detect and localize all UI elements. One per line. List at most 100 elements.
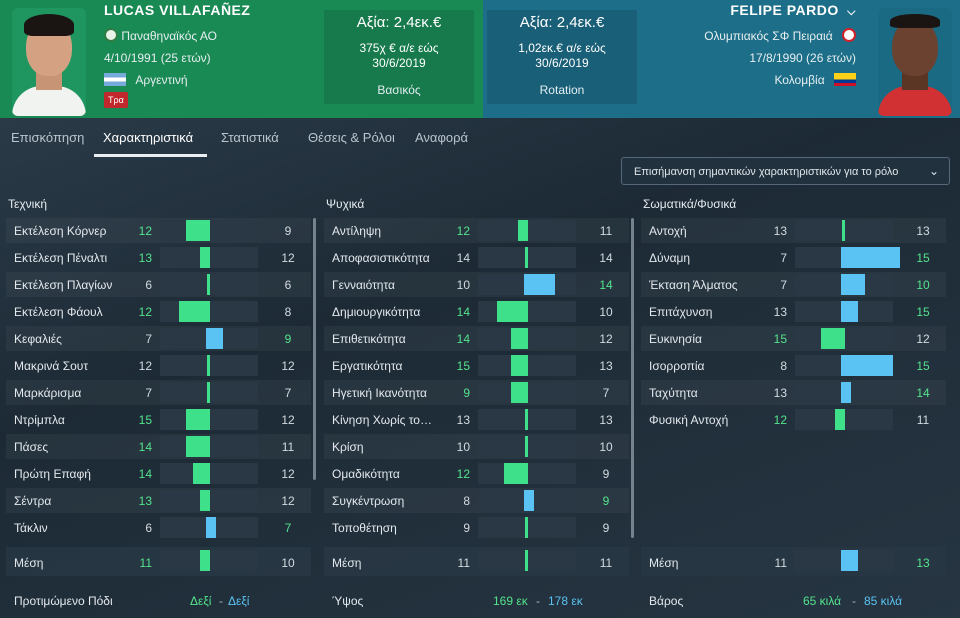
attribute-name[interactable]: Συγκέντρωση	[332, 494, 405, 508]
attribute-name[interactable]: Εκτέλεση Πέναλτι	[14, 251, 108, 265]
separator: -	[852, 594, 856, 608]
attribute-row[interactable]: Αντίληψη 12 11	[324, 218, 629, 245]
attribute-name[interactable]: Φυσική Αντοχή	[649, 413, 729, 427]
attribute-row[interactable]: Επιτάχυνση 13 15	[641, 299, 946, 326]
preferred-foot-right: Δεξί	[228, 594, 250, 608]
tab-bar: Επισκόπηση Χαρακτηριστικά Στατιστικά Θέσ…	[0, 118, 960, 157]
attribute-row[interactable]: Εκτέλεση Φάουλ 12 8	[6, 299, 311, 326]
attribute-row[interactable]: Επιθετικότητα 14 12	[324, 326, 629, 353]
attribute-name[interactable]: Αντίληψη	[332, 224, 382, 238]
tab-overview[interactable]: Επισκόπηση	[11, 130, 85, 145]
attribute-name[interactable]: Σέντρα	[14, 494, 52, 508]
left-player-value: 12	[138, 305, 152, 319]
attribute-row[interactable]: Ηγετική Ικανότητα 9 7	[324, 380, 629, 407]
attribute-name[interactable]: Τάκλιν	[14, 521, 48, 535]
attribute-row[interactable]: Αποφασιστικότητα 14 14	[324, 245, 629, 272]
right-player-nation[interactable]: Κολομβία	[774, 73, 856, 87]
attribute-row[interactable]: Εκτέλεση Κόρνερ 12 9	[6, 218, 311, 245]
attribute-row[interactable]: Κρίση 10 10	[324, 434, 629, 461]
right-player-value: 12	[916, 332, 930, 346]
left-club-name[interactable]: Παναθηναϊκός ΑΟ	[121, 29, 217, 43]
attribute-name[interactable]: Έκταση Άλματος	[649, 278, 738, 292]
attribute-row[interactable]: Αντοχή 13 13	[641, 218, 946, 245]
attribute-name[interactable]: Κρίση	[332, 440, 364, 454]
attribute-name[interactable]: Πρώτη Επαφή	[14, 467, 91, 481]
chevron-down-icon[interactable]: ⌵	[847, 6, 856, 18]
attribute-row[interactable]: Κεφαλιές 7 9	[6, 326, 311, 353]
attribute-name[interactable]: Γενναιότητα	[332, 278, 395, 292]
attribute-name[interactable]: Δημιουργικότητα	[332, 305, 421, 319]
right-player-name-text[interactable]: FELIPE PARDO	[730, 2, 839, 18]
right-player-value: 10	[916, 278, 930, 292]
attribute-row[interactable]: Πάσες 14 11	[6, 434, 311, 461]
right-player-value: 15	[916, 251, 930, 265]
comparison-bar	[795, 550, 893, 571]
attribute-row[interactable]: Ευκινησία 15 12	[641, 326, 946, 353]
attribute-name[interactable]: Μακρινά Σουτ	[14, 359, 89, 373]
right-player-value: 9	[284, 224, 292, 238]
left-advantage-fill	[200, 550, 210, 571]
attribute-name[interactable]: Επιτάχυνση	[649, 305, 713, 319]
highlight-role-attributes-dropdown[interactable]: Επισήμανση σημαντικών χαρακτηριστικών γι…	[621, 157, 950, 185]
attribute-row[interactable]: Σέντρα 13 12	[6, 488, 311, 515]
attribute-row[interactable]: Κίνηση Χωρίς το Βόλι 13 13	[324, 407, 629, 434]
right-player-photo	[878, 8, 952, 116]
attribute-row[interactable]: Τοποθέτηση 9 9	[324, 515, 629, 542]
right-player-value: 10	[599, 440, 613, 454]
attribute-row[interactable]: Ομαδικότητα 12 9	[324, 461, 629, 488]
attribute-row[interactable]: Ντρίμπλα 15 12	[6, 407, 311, 434]
attribute-row[interactable]: Γενναιότητα 10 14	[324, 272, 629, 299]
attribute-row[interactable]: Ισορροπία 8 15	[641, 353, 946, 380]
attribute-name[interactable]: Πάσες	[14, 440, 49, 454]
attribute-name[interactable]: Ομαδικότητα	[332, 467, 400, 481]
attribute-row[interactable]: Εκτέλεση Πέναλτι 13 12	[6, 245, 311, 272]
attribute-row[interactable]: Συγκέντρωση 8 9	[324, 488, 629, 515]
attribute-row[interactable]: Δύναμη 7 15	[641, 245, 946, 272]
attribute-name[interactable]: Εκτέλεση Πλαγίων	[14, 278, 113, 292]
attribute-name[interactable]: Εκτέλεση Φάουλ	[14, 305, 103, 319]
attribute-name[interactable]: Αντοχή	[649, 224, 687, 238]
mental-scrollbar[interactable]	[631, 218, 634, 538]
attribute-name[interactable]: Εργατικότητα	[332, 359, 403, 373]
physical-average-row: Μέση 11 13	[641, 547, 946, 576]
attribute-row[interactable]: Μακρινά Σουτ 12 12	[6, 353, 311, 380]
attribute-name[interactable]: Ευκινησία	[649, 332, 702, 346]
tab-positions-roles[interactable]: Θέσεις & Ρόλοι	[308, 130, 395, 145]
technical-scrollbar[interactable]	[313, 218, 316, 480]
attribute-row[interactable]: Έκταση Άλματος 7 10	[641, 272, 946, 299]
attribute-name[interactable]: Ισορροπία	[649, 359, 705, 373]
attribute-row[interactable]: Μαρκάρισμα 7 7	[6, 380, 311, 407]
tab-statistics[interactable]: Στατιστικά	[221, 130, 279, 145]
preferred-foot-label: Προτιμώμενο Πόδι	[14, 594, 113, 608]
attribute-row[interactable]: Φυσική Αντοχή 12 11	[641, 407, 946, 434]
tab-attributes[interactable]: Χαρακτηριστικά	[103, 130, 194, 145]
attribute-name[interactable]: Ντρίμπλα	[14, 413, 65, 427]
attribute-name[interactable]: Επιθετικότητα	[332, 332, 406, 346]
attribute-name[interactable]: Ηγετική Ικανότητα	[332, 386, 427, 400]
tab-report[interactable]: Αναφορά	[415, 130, 469, 145]
attribute-name[interactable]: Τοποθέτηση	[332, 521, 397, 535]
comparison-bar	[478, 247, 576, 268]
attribute-name[interactable]: Εκτέλεση Κόρνερ	[14, 224, 107, 238]
attribute-name[interactable]: Ταχύτητα	[649, 386, 698, 400]
right-club-name[interactable]: Ολυμπιακός ΣΦ Πειραιά	[704, 29, 833, 43]
left-player-name[interactable]: LUCAS VILLAFAÑEZ	[104, 2, 251, 18]
weight-left: 65 κιλά	[803, 594, 842, 608]
attribute-row[interactable]: Εργατικότητα 15 13	[324, 353, 629, 380]
right-player-name[interactable]: FELIPE PARDO ⌵	[730, 2, 856, 19]
attribute-row[interactable]: Ταχύτητα 13 14	[641, 380, 946, 407]
right-player-club[interactable]: Ολυμπιακός ΣΦ Πειραιά	[704, 28, 856, 43]
left-player-nation[interactable]: Αργεντινή	[104, 73, 188, 87]
attribute-row[interactable]: Πρώτη Επαφή 14 12	[6, 461, 311, 488]
attribute-name[interactable]: Κεφαλιές	[14, 332, 62, 346]
left-player-club[interactable]: Παναθηναϊκός ΑΟ	[104, 28, 217, 43]
attribute-row[interactable]: Δημιουργικότητα 14 10	[324, 299, 629, 326]
attribute-name[interactable]: Δύναμη	[649, 251, 691, 265]
weight-label: Βάρος	[649, 594, 684, 608]
attribute-row[interactable]: Εκτέλεση Πλαγίων 6 6	[6, 272, 311, 299]
attribute-name[interactable]: Αποφασιστικότητα	[332, 251, 430, 265]
attribute-name[interactable]: Κίνηση Χωρίς το Βόλι	[332, 413, 432, 427]
attribute-row[interactable]: Τάκλιν 6 7	[6, 515, 311, 542]
left-player-value: 6	[145, 521, 152, 535]
attribute-name[interactable]: Μαρκάρισμα	[14, 386, 82, 400]
